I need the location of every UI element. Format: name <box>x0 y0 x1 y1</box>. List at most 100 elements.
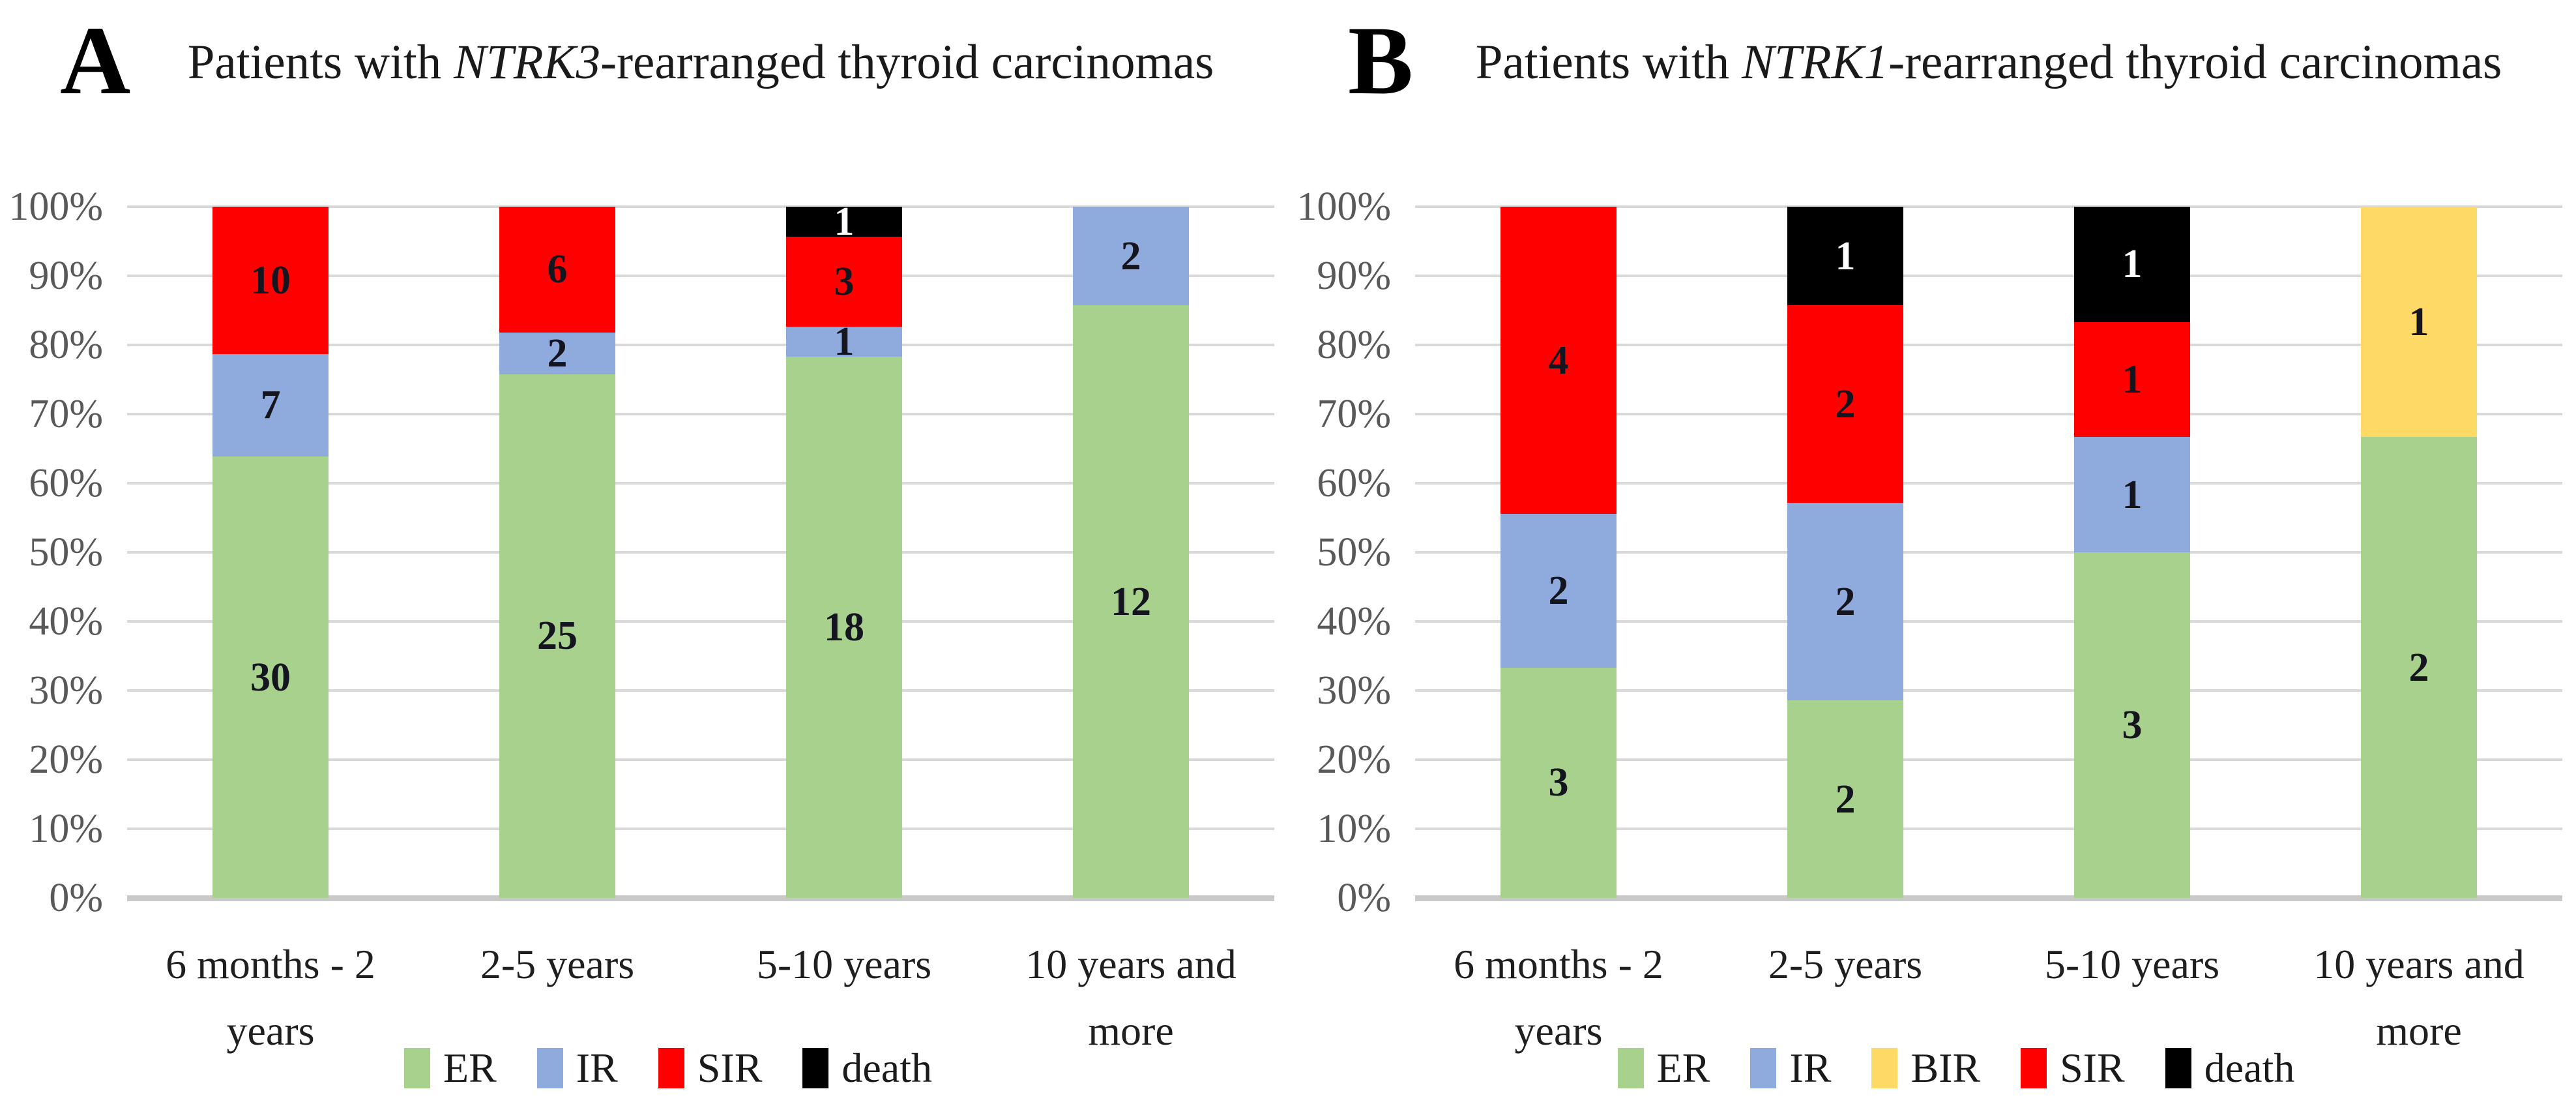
chart-title-a: Patients with NTRK3-rearranged thyroid c… <box>127 27 1274 98</box>
title-text: Patients with <box>1475 35 1742 89</box>
legend-label: death <box>2204 1045 2295 1091</box>
legend-label: IR <box>576 1045 618 1091</box>
data-label: 1 <box>834 320 855 365</box>
bar-segment-er: 2 <box>2361 437 2477 898</box>
data-label: 30 <box>250 655 291 700</box>
y-tick-label: 80% <box>1317 323 1391 367</box>
gridline <box>1415 482 2562 485</box>
panel-letter-b: B <box>1348 7 1414 115</box>
bar-segment-er: 30 <box>212 456 329 898</box>
chart-title-b: Patients with NTRK1-rearranged thyroid c… <box>1415 27 2562 98</box>
legend-swatch-death <box>802 1048 829 1088</box>
plot-area-b: 3 2 4 2 2 2 1 3 1 1 1 2 1 <box>1415 205 2562 901</box>
y-tick-label: 90% <box>1317 254 1391 298</box>
y-tick-label: 100% <box>1296 185 1391 229</box>
data-label: 18 <box>824 605 864 650</box>
x-axis-category-label: 2-5 years <box>1768 941 1923 987</box>
data-label: 3 <box>1548 760 1569 805</box>
bar-segment-ir: 2 <box>1787 503 1903 701</box>
y-tick-label: 20% <box>29 738 103 782</box>
data-label: 1 <box>2408 299 2429 344</box>
gridline <box>127 275 1274 277</box>
bar-segment-bir: 1 <box>2361 207 2477 438</box>
data-label: 3 <box>834 260 855 305</box>
legend-swatch-sir <box>658 1048 684 1088</box>
legend-b: ER IR BIR SIR death <box>1415 1047 2497 1089</box>
gridline <box>127 413 1274 415</box>
gridline <box>127 689 1274 692</box>
legend-item-death: death <box>2165 1045 2295 1091</box>
y-tick-label: 40% <box>29 599 103 644</box>
bar-segment-ir: 1 <box>2074 437 2190 552</box>
x-axis-line <box>127 895 1274 901</box>
data-label: 1 <box>2122 357 2143 402</box>
gridline <box>127 828 1274 830</box>
legend-label: SIR <box>697 1045 763 1091</box>
bar-segment-er: 25 <box>499 374 615 898</box>
y-tick-label: 40% <box>1317 599 1391 644</box>
x-axis-line <box>1415 895 2562 901</box>
legend-label: BIR <box>1910 1045 1981 1091</box>
legend-label: ER <box>443 1045 497 1091</box>
data-label: 2 <box>2408 645 2429 690</box>
data-label: 10 <box>250 258 291 303</box>
bar-segment-sir: 4 <box>1500 207 1617 515</box>
x-axis-category-label: 5-10 years <box>756 941 932 987</box>
y-tick-label: 60% <box>1317 461 1391 505</box>
legend-swatch-ir <box>536 1048 563 1088</box>
data-label: 6 <box>547 247 568 292</box>
bar-segment-sir: 10 <box>212 207 329 354</box>
gridline <box>1415 275 2562 277</box>
y-tick-label: 0% <box>49 876 103 920</box>
title-text: Patients with <box>187 35 454 89</box>
y-tick-label: 20% <box>1317 738 1391 782</box>
x-axis-category-label: 10 years and more <box>2313 941 2525 1054</box>
gridline <box>127 758 1274 761</box>
bar-segment-ir: 7 <box>212 353 329 457</box>
data-label: 2 <box>1835 381 1856 426</box>
bar-segment-er: 12 <box>1073 305 1189 898</box>
legend-a: ER IR SIR death <box>127 1047 1209 1089</box>
bar-segment-death: 1 <box>2074 207 2190 322</box>
y-tick-label: 60% <box>29 461 103 505</box>
data-label: 2 <box>547 331 568 376</box>
legend-label: IR <box>1789 1045 1832 1091</box>
y-tick-label: 80% <box>29 323 103 367</box>
legend-swatch-er <box>1617 1048 1644 1088</box>
bar-segment-sir: 2 <box>1787 305 1903 503</box>
data-label: 7 <box>260 383 281 428</box>
legend-item-er: ER <box>1617 1045 1710 1091</box>
panel-letter-a: A <box>60 7 131 115</box>
legend-label: ER <box>1656 1045 1710 1091</box>
legend-item-sir: SIR <box>658 1045 763 1091</box>
plot-area-a: 30 7 10 25 2 6 18 1 3 1 12 2 <box>127 201 1274 901</box>
legend-label: death <box>842 1045 932 1091</box>
data-label: 1 <box>834 200 855 245</box>
y-tick-label: 30% <box>29 668 103 713</box>
legend-item-er: ER <box>404 1047 497 1089</box>
title-text: -rearranged thyroid carcinomas <box>1888 35 2502 89</box>
bar-segment-death: 1 <box>786 201 902 242</box>
gridline <box>1415 205 2562 208</box>
gridline <box>1415 758 2562 761</box>
x-axis-category-label: 2-5 years <box>480 941 635 987</box>
gridline <box>127 344 1274 346</box>
data-label: 4 <box>1548 338 1569 383</box>
bar-segment-death: 1 <box>1787 207 1903 306</box>
bar-segment-ir: 2 <box>1073 207 1189 306</box>
data-label: 1 <box>2122 472 2143 517</box>
legend-label: SIR <box>2060 1045 2125 1091</box>
data-label: 1 <box>1835 233 1856 278</box>
y-tick-label: 10% <box>1317 807 1391 851</box>
legend-swatch-sir <box>2021 1048 2047 1088</box>
bar-segment-ir: 2 <box>1500 514 1617 668</box>
y-tick-label: 70% <box>29 392 103 436</box>
y-tick-label: 100% <box>8 185 103 229</box>
gridline <box>1415 551 2562 554</box>
bar-segment-er: 3 <box>1500 667 1617 898</box>
panel-a: A Patients with NTRK3-rearranged thyroid… <box>8 7 1274 1089</box>
data-label: 2 <box>1835 579 1856 624</box>
gridline <box>127 205 1274 208</box>
data-label: 12 <box>1111 579 1151 624</box>
